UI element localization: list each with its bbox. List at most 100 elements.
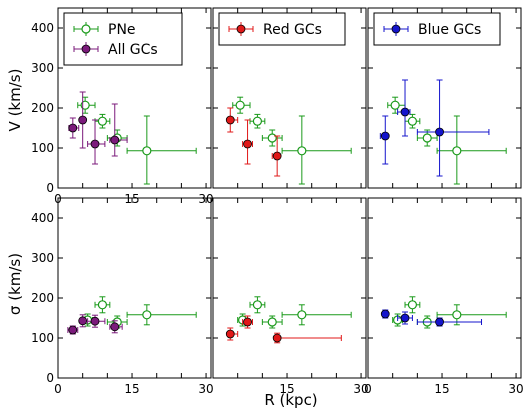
y-tick-label: 300 (31, 61, 54, 75)
series-pne (387, 96, 507, 185)
marker (142, 310, 152, 320)
marker (400, 107, 410, 117)
data-point (94, 296, 111, 314)
series-pne (232, 96, 352, 185)
marker (297, 146, 307, 156)
marker (435, 317, 444, 327)
data-point (416, 79, 490, 177)
panel-frame (367, 197, 522, 379)
y-axis-label-velocity: V (km/s) (6, 69, 24, 132)
data-point (68, 117, 80, 139)
data-point (436, 115, 507, 185)
data-point (397, 311, 413, 325)
marker (297, 310, 307, 320)
legend-label: All GCs (108, 42, 158, 58)
legend-label: Red GCs (263, 22, 322, 38)
data-point (261, 129, 283, 147)
data-point (87, 119, 106, 165)
data-point (126, 115, 197, 185)
series-red_gcs (225, 107, 282, 177)
data-point (78, 314, 88, 328)
y-tick-label: 400 (31, 21, 54, 35)
data-point (87, 314, 106, 328)
marker (68, 325, 78, 335)
panel-bottom-right: 0 15 30 (364, 197, 524, 396)
panel-frame (367, 7, 522, 189)
marker (97, 116, 108, 126)
data-point (281, 304, 352, 326)
y-tick-label: 300 (31, 251, 54, 265)
marker (225, 115, 235, 125)
marker (452, 310, 462, 320)
marker (68, 123, 78, 133)
data-point (272, 332, 342, 344)
marker (110, 322, 120, 332)
y-tick-label: 100 (31, 331, 54, 345)
y-tick-label: 100 (31, 141, 54, 155)
panel-frame (57, 197, 212, 379)
data-point (94, 113, 111, 129)
marker (407, 300, 418, 310)
marker (78, 115, 88, 125)
data-point (416, 317, 483, 327)
x-tick-label: 15 (279, 382, 294, 396)
series-pne (77, 96, 197, 185)
marker (407, 116, 418, 126)
series-pne (392, 296, 507, 329)
panel-frame (57, 7, 212, 189)
series-red_gcs (225, 315, 342, 344)
marker (380, 309, 390, 319)
data-point (109, 103, 128, 157)
data-point (249, 296, 266, 314)
marker (435, 127, 444, 137)
data-point (232, 96, 251, 114)
marker (235, 100, 245, 110)
data-point (77, 96, 96, 114)
data-point (404, 113, 421, 129)
marker (252, 116, 263, 126)
data-point (249, 113, 266, 129)
legend-box (63, 12, 183, 66)
x-tick-label: 30 (508, 382, 523, 396)
marker (243, 139, 252, 149)
y-axis-label-dispersion: σ (km/s) (6, 253, 24, 315)
marker (78, 316, 88, 326)
legend: PNe All GCs (63, 12, 183, 66)
legend-marker (81, 24, 91, 34)
marker (225, 329, 235, 339)
panel-frame (212, 197, 367, 379)
panel-bottom-middle: 15 30 (212, 197, 369, 396)
marker (90, 316, 100, 326)
marker (452, 146, 462, 156)
x-tick-label: 15 (434, 382, 449, 396)
data-point (126, 304, 197, 326)
panel-top-left: 015300100200300400PNeAll GCs (31, 7, 214, 206)
data-point (397, 79, 411, 137)
series-all_gcs (67, 314, 123, 335)
x-tick-label: 15 (124, 382, 139, 396)
marker (400, 313, 410, 323)
x-tick-label: 30 (353, 382, 368, 396)
legend: Red GCs (218, 12, 346, 46)
panel-top-middle: Red GCs (212, 7, 367, 189)
data-point (242, 315, 253, 329)
panel-frame (212, 7, 367, 189)
y-tick-label: 0 (46, 181, 54, 195)
marker (267, 317, 277, 327)
series-blue_gcs (380, 309, 483, 327)
data-point (225, 327, 239, 341)
data-point (416, 129, 438, 147)
marker (252, 300, 263, 310)
series-pne (237, 296, 352, 329)
data-point (271, 135, 282, 177)
data-point (78, 91, 88, 149)
marker (243, 317, 252, 327)
legend-label: PNe (108, 22, 136, 38)
marker (142, 146, 152, 156)
x-axis-label: R (kpc) (264, 391, 317, 409)
legend-marker (391, 24, 401, 34)
legend-label: Blue GCs (418, 22, 481, 38)
